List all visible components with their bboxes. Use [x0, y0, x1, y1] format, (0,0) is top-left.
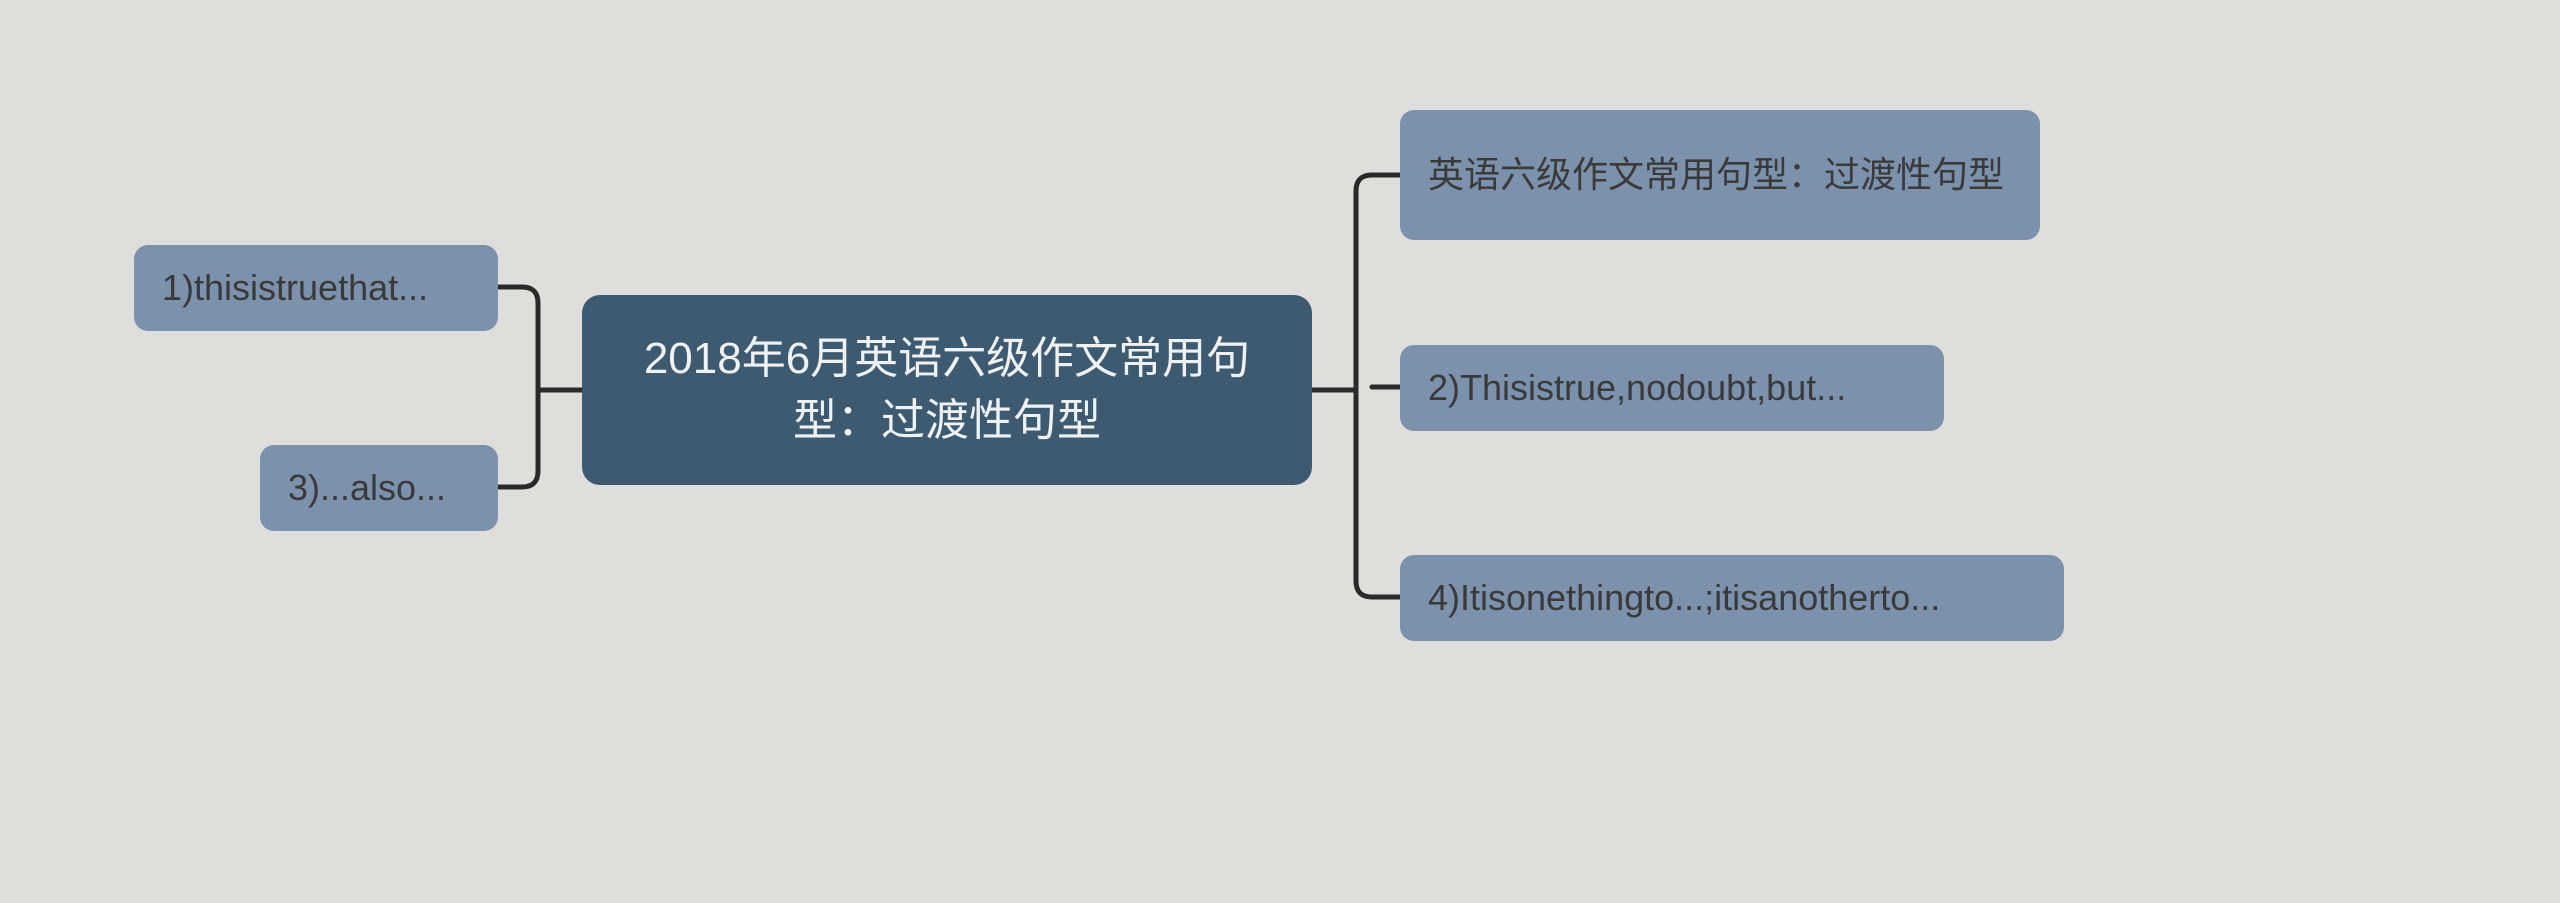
node-label: 4)Itisonethingto...;itisanotherto...	[1428, 573, 1940, 623]
branch-node: 1)thisistruethat...	[134, 245, 498, 331]
node-label: 3)...also...	[288, 463, 446, 513]
branch-node: 2)Thisistrue,nodoubt,but...	[1400, 345, 1944, 431]
mindmap-canvas: 2018年6月英语六级作文常用句型：过渡性句型 1)thisistruethat.…	[0, 0, 2560, 903]
central-node: 2018年6月英语六级作文常用句型：过渡性句型	[582, 295, 1312, 485]
node-label: 1)thisistruethat...	[162, 263, 428, 313]
branch-node: 4)Itisonethingto...;itisanotherto...	[1400, 555, 2064, 641]
node-label: 英语六级作文常用句型：过渡性句型	[1428, 150, 2004, 200]
node-label: 2018年6月英语六级作文常用句型：过渡性句型	[610, 328, 1284, 451]
branch-node: 英语六级作文常用句型：过渡性句型	[1400, 110, 2040, 240]
branch-node: 3)...also...	[260, 445, 498, 531]
node-label: 2)Thisistrue,nodoubt,but...	[1428, 363, 1846, 413]
